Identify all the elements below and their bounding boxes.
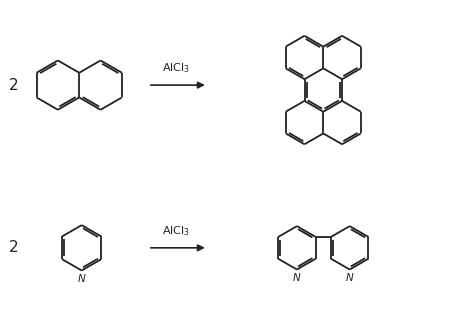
Text: 2: 2 — [9, 78, 18, 92]
Text: 2: 2 — [9, 240, 18, 255]
Text: N: N — [78, 274, 85, 284]
Text: AlCl$_3$: AlCl$_3$ — [163, 61, 190, 75]
Text: N: N — [346, 273, 354, 283]
Text: AlCl$_3$: AlCl$_3$ — [163, 224, 190, 238]
Text: N: N — [293, 273, 301, 283]
